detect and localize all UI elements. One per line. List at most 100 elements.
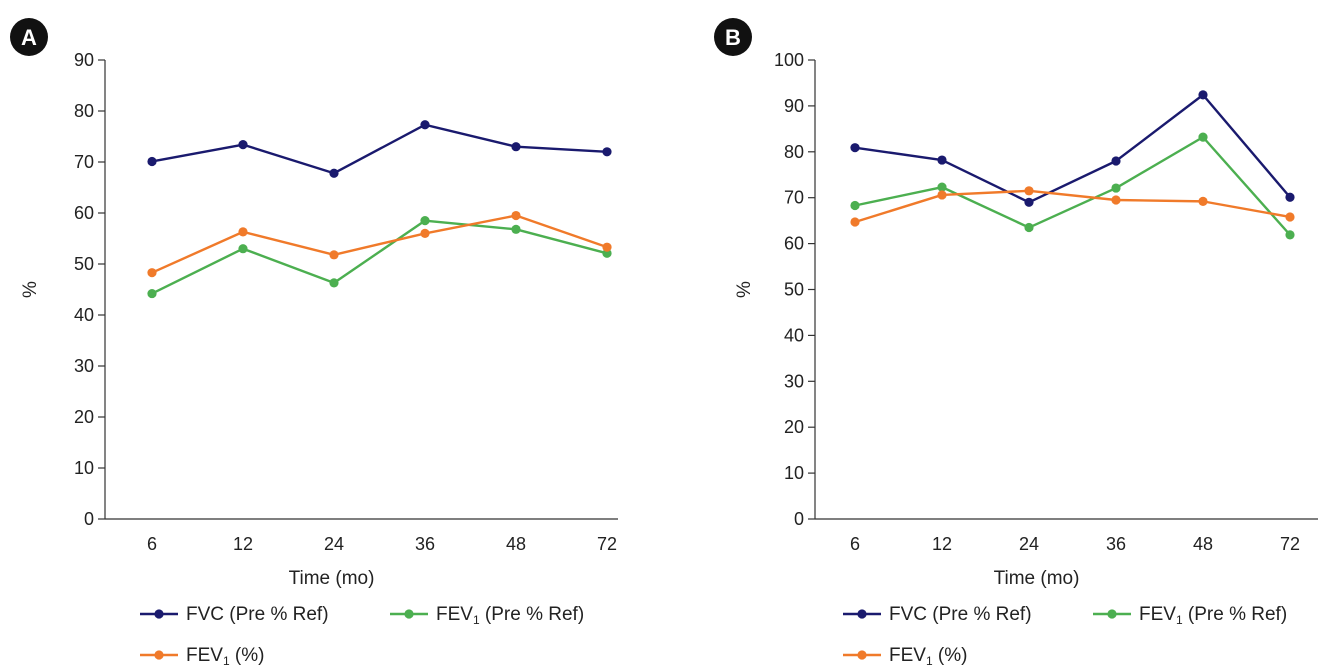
y-tick-label: 100 [774, 50, 804, 70]
legend-label: FEV1 (%) [186, 645, 264, 668]
chart-panel-b: B 0 10 20 30 40 50 60 70 80 90 100 6 12 24 36 48 72 Time (… [714, 18, 1318, 668]
legend-item: FVC (Pre % Ref) [140, 604, 329, 625]
data-point [1111, 183, 1121, 193]
series-1 [147, 120, 612, 178]
y-tick-label: 40 [74, 305, 94, 325]
legend-marker [154, 609, 164, 619]
data-point [238, 227, 248, 237]
x-tick-label: 12 [233, 534, 253, 554]
y-tick-label: 70 [74, 152, 94, 172]
panel-label-badge [714, 18, 752, 56]
y-tick-label: 20 [74, 407, 94, 427]
legend-item: FEV1 (%) [140, 645, 264, 668]
legend-label: FEV1 (Pre % Ref) [1139, 604, 1287, 627]
series-line [854, 135, 1291, 236]
x-tick-label: 6 [147, 534, 157, 554]
y-tick-label: 90 [74, 50, 94, 70]
legend-marker [1107, 609, 1117, 619]
data-point [937, 182, 947, 192]
legend-marker [404, 609, 414, 619]
y-tick-label: 90 [784, 96, 804, 116]
series-1 [850, 90, 1295, 207]
x-tick-label: 36 [1106, 534, 1126, 554]
y-tick-label: 70 [784, 188, 804, 208]
series-line [854, 93, 1291, 204]
series-line [151, 219, 608, 295]
data-point [238, 244, 248, 254]
data-point [147, 288, 157, 299]
data-point [1285, 230, 1295, 240]
data-point [147, 268, 157, 278]
panel-label: A [21, 25, 37, 50]
legend-label: FVC (Pre % Ref) [889, 604, 1032, 625]
x-tick-label: 72 [1280, 534, 1300, 554]
legend-marker [154, 650, 164, 660]
data-point [1024, 186, 1034, 196]
y-tick-label: 80 [784, 142, 804, 162]
data-point [850, 143, 860, 153]
data-point [850, 217, 860, 227]
series-line [151, 214, 608, 274]
series-3 [147, 210, 612, 278]
data-point [420, 216, 430, 226]
data-point [147, 156, 157, 167]
series-line [151, 123, 608, 175]
data-point [1024, 222, 1034, 233]
data-point [1111, 156, 1121, 166]
data-point [511, 224, 521, 234]
data-point [1198, 132, 1208, 142]
y-tick-label: 20 [784, 417, 804, 437]
x-tick-label: 48 [1193, 534, 1213, 554]
x-tick-label: 24 [324, 534, 344, 554]
data-point [238, 140, 248, 150]
data-point [602, 242, 612, 252]
x-tick-label: 36 [415, 534, 435, 554]
chart-panel-a: A 0 10 20 30 40 50 60 70 80 90 6 12 24 36 48 72 Time (mo)… [10, 18, 618, 668]
data-point [850, 200, 860, 211]
data-point [1198, 196, 1208, 206]
y-tick-label: 80 [74, 101, 94, 121]
x-tick-label: 12 [932, 534, 952, 554]
x-tick-label: 48 [506, 534, 526, 554]
x-axis-title: Time (mo) [289, 568, 375, 589]
y-tick-label: 50 [784, 280, 804, 300]
data-point [1285, 212, 1295, 222]
series-3 [850, 186, 1295, 227]
legend-marker [857, 609, 867, 619]
x-tick-label: 24 [1019, 534, 1039, 554]
data-point [602, 147, 612, 157]
data-point [1285, 192, 1295, 202]
y-tick-label: 10 [74, 458, 94, 478]
data-point [1198, 90, 1208, 100]
data-point [1111, 195, 1121, 205]
legend-label: FEV1 (Pre % Ref) [436, 604, 584, 627]
y-tick-label: 30 [784, 371, 804, 391]
data-point [937, 155, 947, 165]
legend-item: FEV1 (Pre % Ref) [390, 604, 584, 627]
data-point [511, 210, 521, 221]
data-point [420, 228, 430, 238]
x-axis-title: Time (mo) [994, 568, 1080, 589]
y-axis-title: % [734, 281, 755, 298]
legend-item: FEV1 (Pre % Ref) [1093, 604, 1287, 627]
data-point [329, 250, 339, 260]
y-tick-label: 50 [74, 254, 94, 274]
y-tick-label: 60 [784, 234, 804, 254]
data-point [1024, 197, 1034, 207]
series-line [854, 189, 1291, 224]
y-tick-label: 0 [84, 509, 94, 529]
panel-label: B [725, 25, 741, 50]
data-point [329, 168, 339, 178]
x-tick-label: 72 [597, 534, 617, 554]
y-tick-label: 40 [784, 325, 804, 345]
y-axis-title: % [20, 281, 41, 298]
legend-label: FEV1 (%) [889, 645, 967, 668]
data-point [420, 120, 430, 130]
legend-item: FEV1 (%) [843, 645, 967, 668]
series-2 [850, 132, 1295, 240]
data-point [511, 142, 521, 152]
y-tick-label: 0 [794, 509, 804, 529]
legend-label: FVC (Pre % Ref) [186, 604, 329, 625]
legend-item: FVC (Pre % Ref) [843, 604, 1032, 625]
